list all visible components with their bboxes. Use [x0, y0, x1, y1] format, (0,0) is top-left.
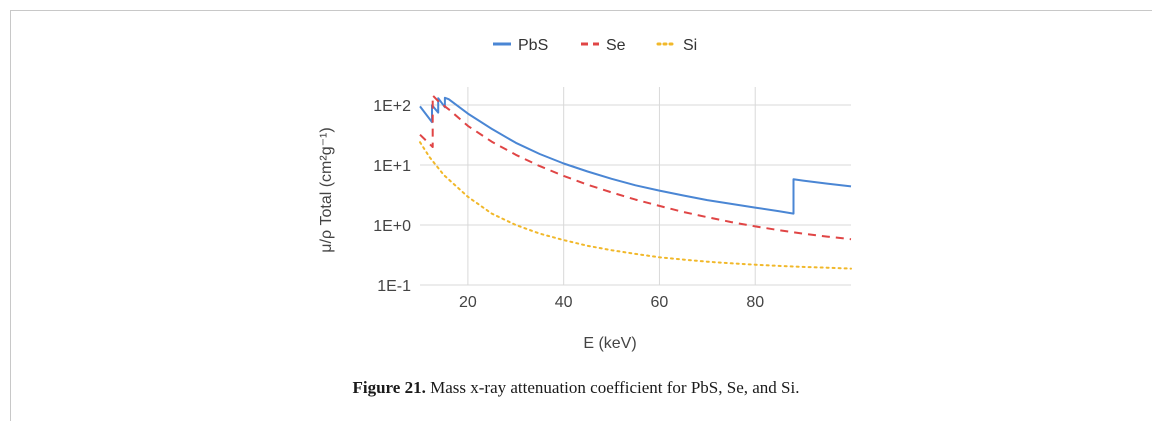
x-tick-label: 40 — [555, 294, 573, 311]
y-tick-label: 1E-1 — [377, 278, 411, 295]
y-tick-label: 1E+1 — [373, 158, 411, 175]
legend-label-se: Se — [606, 37, 626, 54]
series-line-se — [419, 94, 852, 241]
y-axis-ticks: 1E-1 1E+0 1E+1 1E+2 — [373, 98, 411, 295]
attenuation-chart: 20 40 60 80 1E-1 1E+0 1E+1 1E+2 PbS Se Si E (keV… — [318, 37, 852, 352]
x-axis-ticks: 20 40 60 80 — [459, 294, 764, 311]
chart-grid — [420, 87, 851, 286]
x-tick-label: 80 — [746, 294, 764, 311]
figure-frame — [10, 10, 1152, 421]
chart-legend: PbS Se Si — [493, 37, 697, 54]
series-line-pbs — [419, 96, 852, 215]
figure-caption-label: Figure 21. — [352, 378, 426, 397]
chart-series — [419, 94, 852, 270]
y-tick-label: 1E+2 — [373, 98, 411, 115]
x-tick-label: 20 — [459, 294, 477, 311]
x-tick-label: 60 — [651, 294, 669, 311]
series-line-si — [419, 141, 852, 270]
figure-caption: Figure 21. Mass x-ray attenuation coeffi… — [0, 378, 1152, 398]
legend-label-si: Si — [683, 37, 697, 54]
y-tick-label: 1E+0 — [373, 218, 411, 235]
legend-label-pbs: PbS — [518, 37, 548, 54]
x-axis-label: E (keV) — [583, 335, 636, 352]
y-axis-label: μ/ρ Total (cm²g⁻¹) — [318, 127, 335, 252]
figure-caption-text: Mass x-ray attenuation coefficient for P… — [430, 378, 800, 397]
